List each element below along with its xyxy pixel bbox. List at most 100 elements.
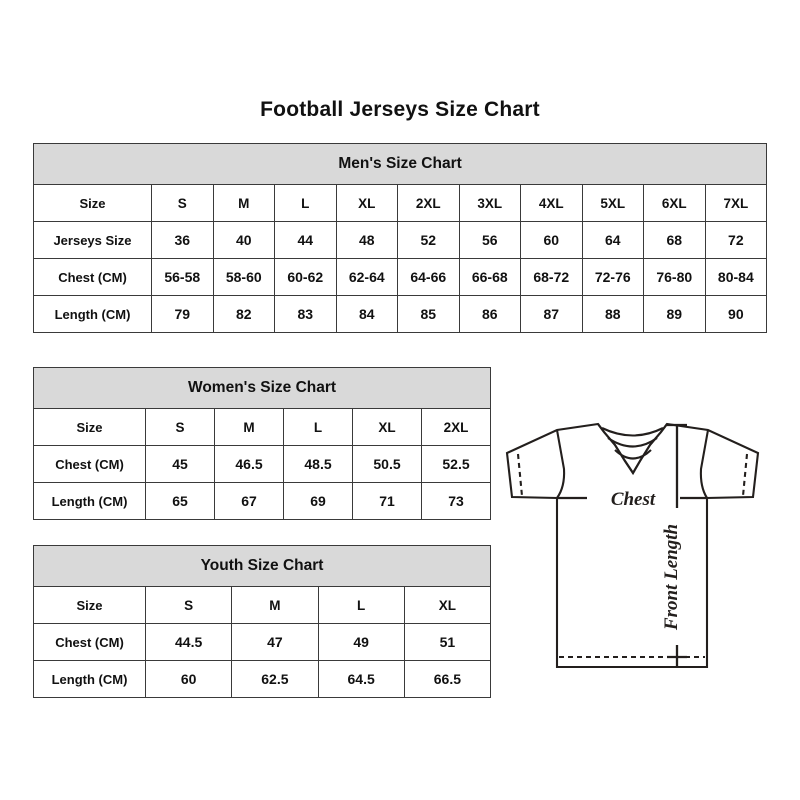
table-banner-row: Men's Size Chart <box>32 143 768 185</box>
chest-measure-label: Chest <box>611 489 656 510</box>
mens-jerseys-size-7xl: 72 <box>704 221 768 259</box>
table-row: Size S M L XL <box>33 586 492 624</box>
row-label-chest: Chest (CM) <box>33 258 152 296</box>
mens-size-l: L <box>274 184 337 222</box>
mens-size-m: M <box>212 184 275 222</box>
mens-size-4xl: 4XL <box>520 184 583 222</box>
womens-length-xl: 71 <box>352 482 422 520</box>
mens-size-xl: XL <box>335 184 398 222</box>
mens-length-6xl: 89 <box>643 295 706 333</box>
youth-size-chart-table: Youth Size Chart Size S M L XL Chest (CM… <box>32 545 492 698</box>
mens-chest-l: 60-62 <box>274 258 337 296</box>
womens-size-s: S <box>145 408 215 446</box>
mens-chart-banner: Men's Size Chart <box>32 143 768 185</box>
mens-jerseys-size-6xl: 68 <box>643 221 706 259</box>
row-label-size: Size <box>33 408 146 446</box>
womens-length-2xl: 73 <box>420 482 492 520</box>
table-row: Size S M L XL 2XL <box>33 408 492 446</box>
youth-chest-m: 47 <box>231 623 319 661</box>
table-row: Chest (CM) 45 46.5 48.5 50.5 52.5 <box>33 445 492 483</box>
womens-size-l: L <box>283 408 353 446</box>
row-label-chest: Chest (CM) <box>33 623 146 661</box>
mens-chest-4xl: 68-72 <box>520 258 583 296</box>
table-banner-row: Youth Size Chart <box>32 545 492 587</box>
youth-size-l: L <box>317 586 405 624</box>
youth-length-l: 64.5 <box>317 660 405 698</box>
mens-chest-7xl: 80-84 <box>704 258 768 296</box>
mens-chest-m: 58-60 <box>212 258 275 296</box>
row-label-jerseys-size: Jerseys Size <box>33 221 152 259</box>
womens-length-m: 67 <box>214 482 284 520</box>
row-label-size: Size <box>33 586 146 624</box>
womens-size-xl: XL <box>352 408 422 446</box>
table-row: Size S M L XL 2XL 3XL 4XL 5XL 6XL 7XL <box>33 184 768 222</box>
youth-chest-s: 44.5 <box>144 623 233 661</box>
front-length-measure-label: Front Length <box>661 524 682 631</box>
youth-chest-xl: 51 <box>403 623 492 661</box>
mens-chest-xl: 62-64 <box>335 258 398 296</box>
womens-size-2xl: 2XL <box>420 408 492 446</box>
youth-length-s: 60 <box>144 660 233 698</box>
youth-size-m: M <box>231 586 319 624</box>
table-row: Jerseys Size 36 40 44 48 52 56 60 64 68 … <box>33 221 768 259</box>
youth-chest-l: 49 <box>317 623 405 661</box>
mens-chest-2xl: 64-66 <box>397 258 460 296</box>
row-label-size: Size <box>33 184 152 222</box>
row-label-chest: Chest (CM) <box>33 445 146 483</box>
mens-jerseys-size-5xl: 64 <box>581 221 644 259</box>
mens-jerseys-size-2xl: 52 <box>397 221 460 259</box>
row-label-length: Length (CM) <box>33 295 152 333</box>
mens-jerseys-size-4xl: 60 <box>520 221 583 259</box>
mens-chest-s: 56-58 <box>151 258 214 296</box>
row-label-length: Length (CM) <box>33 482 146 520</box>
womens-chest-l: 48.5 <box>283 445 353 483</box>
mens-size-7xl: 7XL <box>704 184 768 222</box>
mens-length-xl: 84 <box>335 295 398 333</box>
v-neck-jersey-measurement-diagram: Chest Front Length <box>495 405 780 685</box>
womens-chest-s: 45 <box>145 445 215 483</box>
mens-length-2xl: 85 <box>397 295 460 333</box>
youth-length-m: 62.5 <box>231 660 319 698</box>
mens-length-7xl: 90 <box>704 295 768 333</box>
mens-length-s: 79 <box>151 295 214 333</box>
mens-size-s: S <box>151 184 214 222</box>
mens-jerseys-size-m: 40 <box>212 221 275 259</box>
womens-chest-2xl: 52.5 <box>420 445 492 483</box>
mens-length-4xl: 87 <box>520 295 583 333</box>
womens-chest-m: 46.5 <box>214 445 284 483</box>
womens-size-chart-table: Women's Size Chart Size S M L XL 2XL Che… <box>32 367 492 520</box>
table-row: Length (CM) 79 82 83 84 85 86 87 88 89 9… <box>33 295 768 333</box>
mens-size-5xl: 5XL <box>581 184 644 222</box>
youth-size-s: S <box>144 586 233 624</box>
table-row: Chest (CM) 56-58 58-60 60-62 62-64 64-66… <box>33 258 768 296</box>
mens-jerseys-size-s: 36 <box>151 221 214 259</box>
youth-length-xl: 66.5 <box>403 660 492 698</box>
mens-jerseys-size-3xl: 56 <box>458 221 521 259</box>
mens-size-chart-table: Men's Size Chart Size S M L XL 2XL 3XL 4… <box>32 143 768 333</box>
mens-length-3xl: 86 <box>458 295 521 333</box>
table-row: Length (CM) 60 62.5 64.5 66.5 <box>33 660 492 698</box>
table-row: Chest (CM) 44.5 47 49 51 <box>33 623 492 661</box>
mens-jerseys-size-l: 44 <box>274 221 337 259</box>
mens-length-l: 83 <box>274 295 337 333</box>
mens-size-2xl: 2XL <box>397 184 460 222</box>
womens-size-m: M <box>214 408 284 446</box>
mens-chest-5xl: 72-76 <box>581 258 644 296</box>
womens-chart-banner: Women's Size Chart <box>32 367 492 409</box>
mens-chest-6xl: 76-80 <box>643 258 706 296</box>
mens-size-6xl: 6XL <box>643 184 706 222</box>
mens-length-m: 82 <box>212 295 275 333</box>
table-banner-row: Women's Size Chart <box>32 367 492 409</box>
mens-chest-3xl: 66-68 <box>458 258 521 296</box>
mens-size-3xl: 3XL <box>458 184 521 222</box>
table-row: Length (CM) 65 67 69 71 73 <box>33 482 492 520</box>
mens-length-5xl: 88 <box>581 295 644 333</box>
page-title: Football Jerseys Size Chart <box>260 98 540 121</box>
row-label-length: Length (CM) <box>33 660 146 698</box>
youth-chart-banner: Youth Size Chart <box>32 545 492 587</box>
womens-length-l: 69 <box>283 482 353 520</box>
mens-jerseys-size-xl: 48 <box>335 221 398 259</box>
womens-length-s: 65 <box>145 482 215 520</box>
womens-chest-xl: 50.5 <box>352 445 422 483</box>
